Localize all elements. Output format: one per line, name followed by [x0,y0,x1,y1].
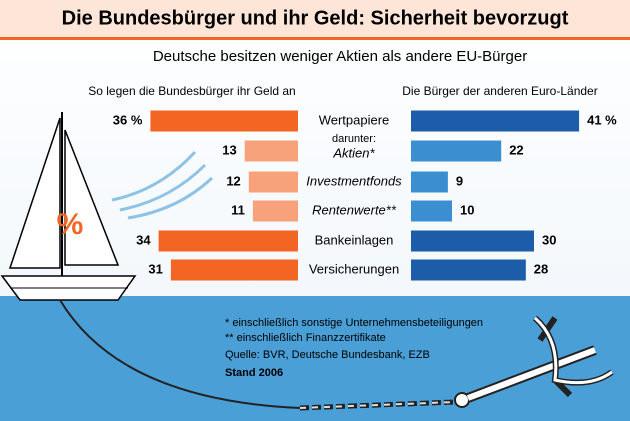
value-label: 36 % [113,112,143,127]
value-label: 13 [222,142,236,157]
bar [411,259,526,281]
category-label: Wertpapiere [319,112,390,127]
category-label: Investmentfonds [306,173,402,188]
date-note: Stand 2006 [225,367,283,379]
value-label: 22 [509,142,523,157]
value-label: 10 [460,202,474,217]
value-label: 28 [534,261,548,276]
series-header: Die Bürger der anderen Euro-Länder [402,84,597,98]
bar [252,200,298,222]
title-rule [0,37,630,40]
bar [411,171,448,193]
chart-title: Die Bundesbürger und ihr Geld: Sicherhei… [62,7,569,29]
sail-label: % [57,208,84,241]
bar [158,230,298,252]
source: Quelle: BVR, Deutsche Bundesbank, EZB [225,349,430,361]
category-note: darunter: [332,133,376,145]
category-label: Rentenwerte** [312,202,397,217]
title-band [0,0,630,38]
value-label: 9 [456,173,463,188]
category-label: Bankeinlagen [315,232,394,247]
bar [244,140,298,162]
bar [411,230,534,252]
value-label: 12 [226,173,240,188]
series-header: So legen die Bundesbürger ihr Geld an [88,84,295,98]
category-label: Versicherungen [309,261,399,276]
anchor [59,299,614,411]
footnote: ** einschließlich Finanzzertifikate [225,332,386,344]
bar [150,110,298,132]
wind-swoosh [111,150,214,220]
value-label: 34 [136,232,151,247]
bar [411,110,580,132]
footnote: * einschließlich sonstige Unternehmensbe… [225,317,483,329]
bar [248,171,298,193]
chart-subtitle: Deutsche besitzen weniger Aktien als and… [153,48,527,65]
value-label: 31 [148,261,162,276]
value-label: 30 [542,232,556,247]
category-label: Aktien* [332,145,375,160]
water [0,296,630,421]
sailboat [0,112,137,301]
bar [170,259,298,281]
bar [411,200,452,222]
bar [411,140,502,162]
value-label: 11 [231,202,245,217]
value-label: 41 % [587,112,617,127]
